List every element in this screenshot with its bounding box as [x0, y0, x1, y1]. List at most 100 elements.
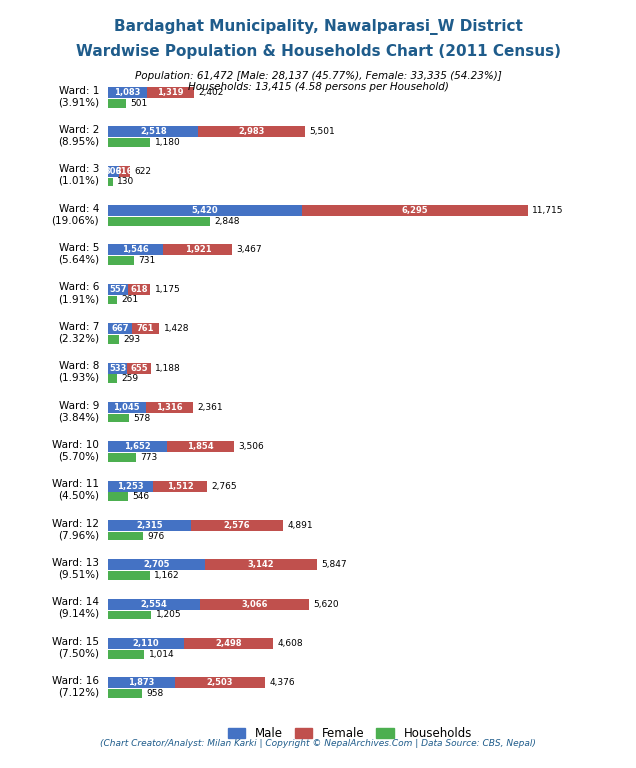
Text: 501: 501 — [130, 98, 148, 108]
Text: 655: 655 — [130, 363, 148, 372]
Text: 1,854: 1,854 — [187, 442, 214, 452]
Bar — [175, 677, 265, 688]
Text: 316: 316 — [116, 167, 134, 176]
Text: 2,765: 2,765 — [211, 482, 237, 491]
Bar — [108, 571, 149, 580]
Bar — [108, 335, 118, 343]
Bar — [108, 374, 118, 383]
Text: Population: 61,472 [Male: 28,137 (45.77%), Female: 33,335 (54.23%)]
Households: : Population: 61,472 [Male: 28,137 (45.77%… — [135, 71, 501, 92]
Bar — [108, 127, 198, 137]
Bar — [108, 362, 127, 373]
Text: 1,428: 1,428 — [163, 324, 189, 333]
Text: 3,467: 3,467 — [237, 246, 262, 254]
Text: 3,142: 3,142 — [248, 561, 275, 569]
Bar — [205, 559, 317, 571]
Bar — [163, 244, 232, 256]
Text: 306: 306 — [105, 167, 122, 176]
Text: 1,083: 1,083 — [114, 88, 141, 97]
Bar — [108, 638, 184, 649]
Text: 1,014: 1,014 — [149, 650, 174, 659]
Text: 3,506: 3,506 — [238, 442, 264, 452]
Bar — [108, 205, 302, 216]
Bar — [108, 677, 175, 688]
Text: 557: 557 — [109, 285, 127, 294]
Text: 2,402: 2,402 — [198, 88, 224, 97]
Bar — [167, 442, 233, 452]
Bar — [108, 87, 147, 98]
Text: 533: 533 — [109, 363, 127, 372]
Bar — [198, 127, 305, 137]
Text: 4,376: 4,376 — [269, 678, 294, 687]
Bar — [191, 520, 283, 531]
Text: 2,498: 2,498 — [215, 639, 242, 648]
Bar — [108, 217, 210, 226]
Text: Bardaghat Municipality, Nawalparasi_W District: Bardaghat Municipality, Nawalparasi_W Di… — [114, 19, 522, 35]
Bar — [108, 481, 153, 492]
Text: 1,316: 1,316 — [156, 403, 183, 412]
Bar — [108, 453, 136, 462]
Text: 622: 622 — [135, 167, 152, 176]
Bar — [108, 99, 126, 108]
Bar — [108, 492, 128, 501]
Text: 1,045: 1,045 — [113, 403, 140, 412]
Text: 3,066: 3,066 — [241, 600, 268, 609]
Bar — [108, 177, 113, 186]
Text: 1,546: 1,546 — [122, 246, 149, 254]
Bar — [108, 650, 144, 658]
Text: 958: 958 — [147, 689, 164, 698]
Bar — [108, 689, 142, 698]
Text: 130: 130 — [117, 177, 134, 187]
Bar — [132, 323, 159, 334]
Bar — [108, 402, 146, 413]
Text: 618: 618 — [130, 285, 148, 294]
Text: 2,315: 2,315 — [136, 521, 163, 530]
Text: 4,608: 4,608 — [277, 639, 303, 648]
Text: 6,295: 6,295 — [401, 206, 428, 215]
Text: 1,205: 1,205 — [156, 611, 181, 619]
Text: 1,175: 1,175 — [155, 285, 180, 294]
Text: 2,110: 2,110 — [132, 639, 159, 648]
Text: 11,715: 11,715 — [532, 206, 563, 215]
Bar — [302, 205, 528, 216]
Text: 4,891: 4,891 — [287, 521, 313, 530]
Bar — [147, 87, 194, 98]
Bar — [108, 323, 132, 334]
Bar — [153, 481, 207, 492]
Text: 5,420: 5,420 — [192, 206, 218, 215]
Bar — [108, 257, 134, 265]
Text: 2,848: 2,848 — [214, 217, 240, 226]
Bar — [184, 638, 273, 649]
Text: 1,512: 1,512 — [167, 482, 193, 491]
Text: Wardwise Population & Households Chart (2011 Census): Wardwise Population & Households Chart (… — [76, 44, 560, 59]
Text: 1,319: 1,319 — [157, 88, 184, 97]
Text: 2,983: 2,983 — [238, 127, 265, 137]
Bar — [127, 362, 151, 373]
Text: 773: 773 — [140, 453, 157, 462]
Bar — [108, 138, 150, 147]
Text: 2,554: 2,554 — [141, 600, 167, 609]
Text: 2,576: 2,576 — [224, 521, 251, 530]
Text: 1,921: 1,921 — [184, 246, 211, 254]
Bar — [108, 599, 200, 610]
Bar — [108, 414, 129, 422]
Bar — [119, 166, 130, 177]
Text: 261: 261 — [121, 296, 139, 304]
Text: 761: 761 — [137, 324, 155, 333]
Bar — [146, 402, 193, 413]
Bar — [108, 244, 163, 256]
Text: 5,847: 5,847 — [322, 561, 347, 569]
Bar — [108, 520, 191, 531]
Bar — [108, 442, 167, 452]
Bar — [128, 284, 150, 295]
Text: 578: 578 — [133, 413, 150, 422]
Text: 667: 667 — [111, 324, 129, 333]
Text: 1,873: 1,873 — [128, 678, 155, 687]
Text: 976: 976 — [148, 531, 165, 541]
Text: 2,361: 2,361 — [197, 403, 223, 412]
Text: 1,180: 1,180 — [155, 138, 181, 147]
Text: 5,501: 5,501 — [309, 127, 335, 137]
Bar — [108, 296, 118, 304]
Text: 1,188: 1,188 — [155, 363, 181, 372]
Text: 1,652: 1,652 — [124, 442, 151, 452]
Text: 1,162: 1,162 — [154, 571, 179, 580]
